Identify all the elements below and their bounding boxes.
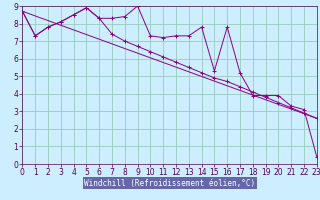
X-axis label: Windchill (Refroidissement éolien,°C): Windchill (Refroidissement éolien,°C) xyxy=(84,179,255,188)
